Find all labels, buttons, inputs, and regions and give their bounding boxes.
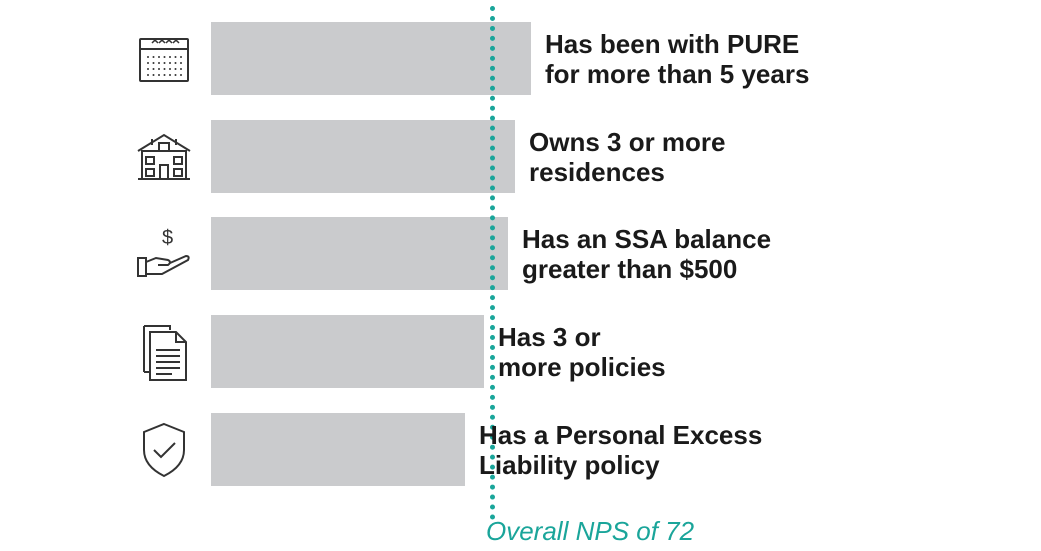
document-icon [132, 320, 196, 384]
shield-check-icon [132, 418, 196, 482]
hand-dollar-icon: $ [132, 222, 196, 286]
bar-5 [211, 413, 465, 486]
category-label-1: Has been with PURE for more than 5 years [545, 29, 810, 89]
bar-4 [211, 315, 484, 388]
overall-nps-reference-line [490, 6, 495, 520]
bar-3 [211, 217, 508, 290]
calendar-icon [132, 27, 196, 91]
bar-2 [211, 120, 515, 193]
bar-1 [211, 22, 531, 95]
category-label-2: Owns 3 or more residences [529, 127, 726, 187]
category-label-3: Has an SSA balance greater than $500 [522, 224, 772, 284]
house-icon [132, 125, 196, 189]
category-label-4: Has 3 or more policies [498, 322, 666, 382]
overall-nps-label: Overall NPS of 72 [486, 516, 695, 546]
svg-text:$: $ [162, 227, 173, 249]
category-label-5: Has a Personal Excess Liability policy [479, 420, 763, 480]
